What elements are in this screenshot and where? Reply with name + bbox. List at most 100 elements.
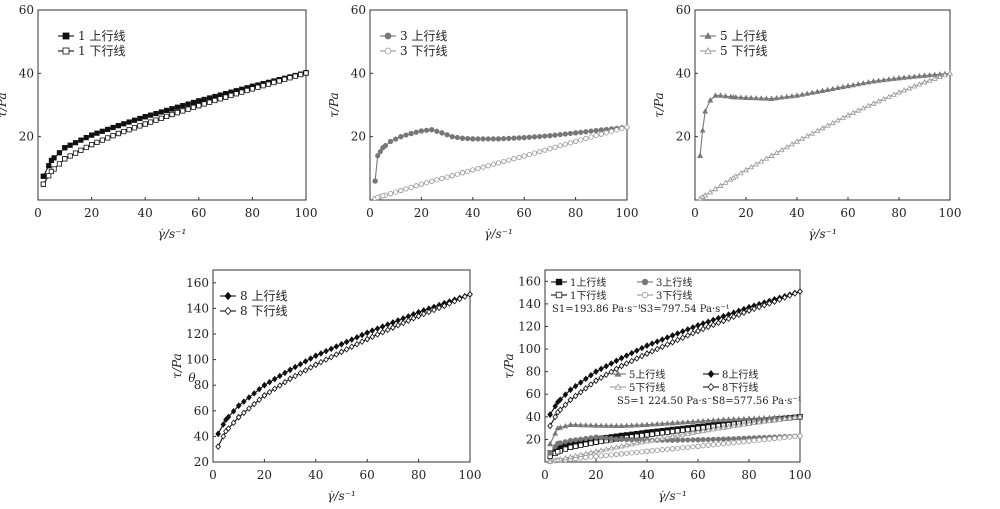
data-point	[766, 436, 773, 442]
data-point	[547, 411, 553, 418]
plot-frame	[694, 9, 951, 201]
data-point	[773, 149, 780, 155]
data-point	[776, 416, 783, 422]
data-point	[56, 150, 63, 156]
x-tick-label: 60	[360, 468, 375, 482]
data-point	[613, 451, 620, 457]
data-point	[766, 417, 773, 423]
data-point	[819, 87, 826, 93]
data-point	[495, 136, 502, 142]
x-tick-label: 80	[568, 206, 583, 220]
data-point	[746, 420, 752, 426]
data-point	[169, 106, 175, 112]
data-point	[475, 136, 481, 142]
data-point	[164, 113, 170, 119]
data-point	[405, 317, 412, 324]
legend-marker	[707, 370, 715, 378]
data-point	[246, 405, 252, 412]
data-point	[741, 439, 747, 445]
series-line	[42, 72, 307, 185]
data-point	[763, 155, 770, 161]
data-point	[741, 309, 747, 316]
data-point	[142, 121, 148, 127]
data-point	[705, 427, 712, 433]
data-point	[261, 381, 268, 389]
y-axis-label: τ/Pa	[327, 92, 341, 117]
data-point	[196, 98, 202, 104]
data-point	[271, 385, 278, 393]
x-tick-label: 20	[738, 206, 753, 220]
data-point	[282, 369, 288, 377]
data-point	[153, 117, 159, 123]
data-point	[593, 439, 599, 445]
data-point	[372, 178, 378, 184]
data-point	[614, 127, 620, 133]
data-point	[78, 147, 84, 153]
data-point	[659, 336, 666, 343]
data-point	[271, 375, 278, 383]
data-point	[423, 180, 430, 186]
data-point	[333, 351, 340, 358]
data-point	[552, 430, 559, 436]
data-point	[239, 89, 245, 95]
data-point	[398, 134, 404, 140]
y-tick-label: 80	[526, 365, 541, 379]
data-point	[654, 345, 660, 353]
data-point	[840, 114, 846, 120]
data-point	[639, 432, 645, 439]
data-point	[121, 128, 127, 135]
data-point	[639, 344, 645, 352]
data-point	[598, 422, 604, 428]
data-point	[251, 400, 257, 408]
data-point	[763, 95, 770, 101]
series-1	[697, 70, 953, 158]
data-point	[287, 366, 293, 374]
data-point	[766, 300, 773, 307]
data-point	[439, 175, 445, 182]
data-point	[634, 355, 640, 362]
data-point	[654, 421, 661, 427]
data-point	[786, 415, 793, 421]
data-point	[809, 89, 816, 95]
data-point	[307, 364, 314, 371]
data-point	[115, 122, 121, 129]
data-point	[260, 83, 266, 89]
data-point	[730, 422, 737, 429]
legend-label: 8下行线	[722, 381, 758, 394]
data-point	[707, 97, 714, 103]
data-point	[707, 189, 714, 195]
data-point	[577, 379, 584, 386]
data-point	[776, 435, 783, 441]
legend-label: 5上行线	[629, 368, 665, 381]
data-point	[555, 398, 561, 406]
data-point	[603, 435, 609, 441]
data-point	[557, 143, 563, 149]
data-point	[789, 93, 795, 99]
data-point	[753, 95, 760, 101]
data-point	[730, 94, 737, 100]
data-point	[244, 87, 250, 94]
data-point	[773, 95, 780, 101]
data-point	[789, 141, 795, 147]
data-point	[126, 119, 132, 125]
data-point	[717, 182, 724, 188]
data-point	[578, 129, 584, 135]
legend-label: 5 下行线	[720, 44, 767, 58]
data-point	[318, 350, 324, 357]
data-point	[669, 446, 676, 452]
data-point	[679, 334, 686, 342]
legend-label: 5 上行线	[720, 29, 767, 43]
data-point	[246, 394, 252, 401]
data-point	[730, 174, 737, 180]
data-point	[110, 133, 116, 139]
legend-marker	[704, 47, 712, 54]
data-point	[855, 81, 862, 87]
data-point	[738, 94, 744, 100]
series-8	[547, 288, 803, 430]
data-point	[628, 422, 635, 428]
data-point	[885, 76, 892, 82]
data-point	[674, 445, 681, 451]
data-point	[840, 83, 846, 90]
